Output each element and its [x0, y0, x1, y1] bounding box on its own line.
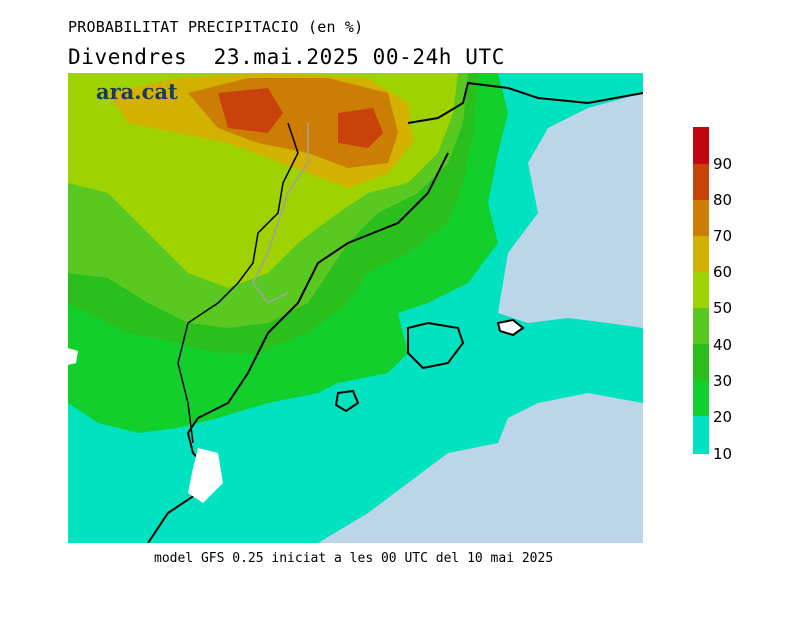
island-eivissa — [334, 389, 360, 413]
map-canvas — [68, 73, 643, 543]
region-border — [252, 123, 309, 304]
legend-swatch-80 — [693, 164, 709, 200]
legend-swatch-70 — [693, 200, 709, 236]
legend-label-40: 40 — [713, 336, 733, 354]
legend-swatch-60 — [693, 236, 709, 272]
ara-cat-logo: ara.cat — [96, 79, 178, 104]
white-area-west — [68, 348, 78, 365]
legend-label-90: 90 — [713, 155, 733, 173]
white-area-south — [188, 448, 223, 503]
color-legend — [693, 127, 709, 454]
legend-label-30: 30 — [713, 372, 733, 390]
legend-swatch-30 — [693, 344, 709, 380]
band-80 — [218, 88, 383, 148]
map-subtitle: Divendres 23.mai.2025 00-24h UTC — [68, 45, 506, 69]
legend-label-80: 80 — [713, 191, 733, 209]
precipitation-map — [68, 73, 643, 543]
legend-swatch-40 — [693, 308, 709, 344]
map-title: PROBABILITAT PRECIPITACIO (en %) — [68, 18, 364, 36]
island-menorca — [496, 318, 525, 337]
legend-swatch-10 — [693, 416, 709, 454]
coastline — [407, 81, 643, 124]
island-mallorca — [407, 321, 465, 370]
legend-label-70: 70 — [713, 227, 733, 245]
model-info-footer: model GFS 0.25 iniciat a les 00 UTC del … — [154, 551, 554, 566]
legend-label-20: 20 — [713, 408, 733, 426]
legend-label-60: 60 — [713, 263, 733, 281]
legend-swatch-50 — [693, 272, 709, 308]
country-border — [177, 122, 299, 444]
legend-label-50: 50 — [713, 299, 733, 317]
legend-swatch-90 — [693, 127, 709, 164]
legend-label-10: 10 — [713, 445, 733, 463]
legend-swatch-20 — [693, 380, 709, 416]
